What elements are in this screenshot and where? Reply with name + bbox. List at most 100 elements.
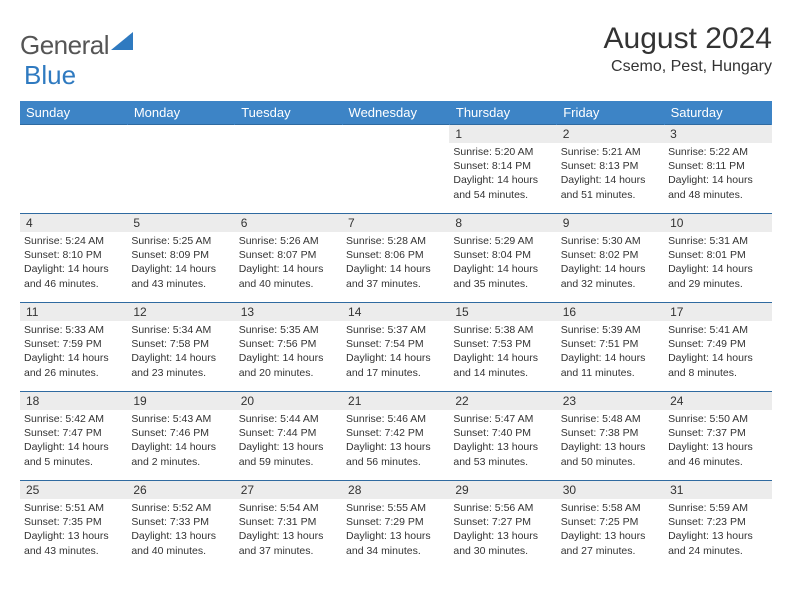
calendar-row: 25Sunrise: 5:51 AMSunset: 7:35 PMDayligh… xyxy=(20,481,772,570)
calendar-cell: 28Sunrise: 5:55 AMSunset: 7:29 PMDayligh… xyxy=(342,481,449,570)
calendar-cell: 23Sunrise: 5:48 AMSunset: 7:38 PMDayligh… xyxy=(557,392,664,481)
day-number: 4 xyxy=(20,214,127,232)
day-details: Sunrise: 5:37 AMSunset: 7:54 PMDaylight:… xyxy=(342,321,449,382)
day-details: Sunrise: 5:20 AMSunset: 8:14 PMDaylight:… xyxy=(449,143,556,204)
day-details: Sunrise: 5:56 AMSunset: 7:27 PMDaylight:… xyxy=(449,499,556,560)
day-number: 5 xyxy=(127,214,234,232)
col-sunday: Sunday xyxy=(20,101,127,125)
calendar-cell: 19Sunrise: 5:43 AMSunset: 7:46 PMDayligh… xyxy=(127,392,234,481)
day-number: 22 xyxy=(449,392,556,410)
day-details: Sunrise: 5:52 AMSunset: 7:33 PMDaylight:… xyxy=(127,499,234,560)
day-details: Sunrise: 5:51 AMSunset: 7:35 PMDaylight:… xyxy=(20,499,127,560)
day-number: 6 xyxy=(235,214,342,232)
calendar-cell: 9Sunrise: 5:30 AMSunset: 8:02 PMDaylight… xyxy=(557,214,664,303)
day-number: 7 xyxy=(342,214,449,232)
calendar-cell: 18Sunrise: 5:42 AMSunset: 7:47 PMDayligh… xyxy=(20,392,127,481)
day-number: 17 xyxy=(664,303,771,321)
calendar-row: 18Sunrise: 5:42 AMSunset: 7:47 PMDayligh… xyxy=(20,392,772,481)
day-number: 3 xyxy=(664,125,771,143)
calendar-body: ........1Sunrise: 5:20 AMSunset: 8:14 PM… xyxy=(20,125,772,570)
day-number: 29 xyxy=(449,481,556,499)
logo: General xyxy=(20,30,133,61)
day-details: Sunrise: 5:34 AMSunset: 7:58 PMDaylight:… xyxy=(127,321,234,382)
col-thursday: Thursday xyxy=(449,101,556,125)
calendar-cell: 29Sunrise: 5:56 AMSunset: 7:27 PMDayligh… xyxy=(449,481,556,570)
calendar-cell: 2Sunrise: 5:21 AMSunset: 8:13 PMDaylight… xyxy=(557,125,664,214)
day-details: Sunrise: 5:35 AMSunset: 7:56 PMDaylight:… xyxy=(235,321,342,382)
day-details: Sunrise: 5:48 AMSunset: 7:38 PMDaylight:… xyxy=(557,410,664,471)
day-details: Sunrise: 5:25 AMSunset: 8:09 PMDaylight:… xyxy=(127,232,234,293)
day-details: Sunrise: 5:59 AMSunset: 7:23 PMDaylight:… xyxy=(664,499,771,560)
day-number: 30 xyxy=(557,481,664,499)
calendar-cell: 11Sunrise: 5:33 AMSunset: 7:59 PMDayligh… xyxy=(20,303,127,392)
calendar-cell: 26Sunrise: 5:52 AMSunset: 7:33 PMDayligh… xyxy=(127,481,234,570)
calendar-cell: 21Sunrise: 5:46 AMSunset: 7:42 PMDayligh… xyxy=(342,392,449,481)
day-details: Sunrise: 5:28 AMSunset: 8:06 PMDaylight:… xyxy=(342,232,449,293)
day-details: Sunrise: 5:29 AMSunset: 8:04 PMDaylight:… xyxy=(449,232,556,293)
day-number: 24 xyxy=(664,392,771,410)
calendar-cell: 30Sunrise: 5:58 AMSunset: 7:25 PMDayligh… xyxy=(557,481,664,570)
col-wednesday: Wednesday xyxy=(342,101,449,125)
calendar-cell: .. xyxy=(127,125,234,214)
calendar-cell: 7Sunrise: 5:28 AMSunset: 8:06 PMDaylight… xyxy=(342,214,449,303)
calendar-cell: 5Sunrise: 5:25 AMSunset: 8:09 PMDaylight… xyxy=(127,214,234,303)
day-details: Sunrise: 5:47 AMSunset: 7:40 PMDaylight:… xyxy=(449,410,556,471)
day-number: 18 xyxy=(20,392,127,410)
calendar-cell: 1Sunrise: 5:20 AMSunset: 8:14 PMDaylight… xyxy=(449,125,556,214)
day-details: Sunrise: 5:43 AMSunset: 7:46 PMDaylight:… xyxy=(127,410,234,471)
day-details: Sunrise: 5:26 AMSunset: 8:07 PMDaylight:… xyxy=(235,232,342,293)
day-number: 13 xyxy=(235,303,342,321)
calendar-page: General August 2024 Csemo, Pest, Hungary… xyxy=(0,0,792,582)
calendar-cell: .. xyxy=(235,125,342,214)
day-number: 1 xyxy=(449,125,556,143)
col-friday: Friday xyxy=(557,101,664,125)
day-number: 10 xyxy=(664,214,771,232)
calendar-cell: 13Sunrise: 5:35 AMSunset: 7:56 PMDayligh… xyxy=(235,303,342,392)
calendar-header-row: Sunday Monday Tuesday Wednesday Thursday… xyxy=(20,101,772,125)
logo-text-general: General xyxy=(20,30,109,61)
day-number: 14 xyxy=(342,303,449,321)
col-tuesday: Tuesday xyxy=(235,101,342,125)
calendar-cell: 14Sunrise: 5:37 AMSunset: 7:54 PMDayligh… xyxy=(342,303,449,392)
day-number: 2 xyxy=(557,125,664,143)
location-text: Csemo, Pest, Hungary xyxy=(604,58,772,76)
day-details: Sunrise: 5:38 AMSunset: 7:53 PMDaylight:… xyxy=(449,321,556,382)
calendar-cell: 25Sunrise: 5:51 AMSunset: 7:35 PMDayligh… xyxy=(20,481,127,570)
title-block: August 2024 Csemo, Pest, Hungary xyxy=(604,22,772,76)
day-details: Sunrise: 5:22 AMSunset: 8:11 PMDaylight:… xyxy=(664,143,771,204)
day-number: 15 xyxy=(449,303,556,321)
calendar-cell: 8Sunrise: 5:29 AMSunset: 8:04 PMDaylight… xyxy=(449,214,556,303)
day-number: 9 xyxy=(557,214,664,232)
calendar-cell: 10Sunrise: 5:31 AMSunset: 8:01 PMDayligh… xyxy=(664,214,771,303)
day-details: Sunrise: 5:21 AMSunset: 8:13 PMDaylight:… xyxy=(557,143,664,204)
calendar-cell: 16Sunrise: 5:39 AMSunset: 7:51 PMDayligh… xyxy=(557,303,664,392)
day-number: 31 xyxy=(664,481,771,499)
calendar-row: 4Sunrise: 5:24 AMSunset: 8:10 PMDaylight… xyxy=(20,214,772,303)
calendar-cell: .. xyxy=(342,125,449,214)
month-title: August 2024 xyxy=(604,22,772,56)
calendar-cell: .. xyxy=(20,125,127,214)
calendar-cell: 12Sunrise: 5:34 AMSunset: 7:58 PMDayligh… xyxy=(127,303,234,392)
calendar-cell: 15Sunrise: 5:38 AMSunset: 7:53 PMDayligh… xyxy=(449,303,556,392)
logo-text-blue: Blue xyxy=(24,60,76,90)
day-number: 26 xyxy=(127,481,234,499)
day-number: 20 xyxy=(235,392,342,410)
col-saturday: Saturday xyxy=(664,101,771,125)
day-details: Sunrise: 5:41 AMSunset: 7:49 PMDaylight:… xyxy=(664,321,771,382)
day-details: Sunrise: 5:46 AMSunset: 7:42 PMDaylight:… xyxy=(342,410,449,471)
calendar-row: 11Sunrise: 5:33 AMSunset: 7:59 PMDayligh… xyxy=(20,303,772,392)
day-number: 21 xyxy=(342,392,449,410)
day-details: Sunrise: 5:44 AMSunset: 7:44 PMDaylight:… xyxy=(235,410,342,471)
day-details: Sunrise: 5:39 AMSunset: 7:51 PMDaylight:… xyxy=(557,321,664,382)
day-details: Sunrise: 5:30 AMSunset: 8:02 PMDaylight:… xyxy=(557,232,664,293)
day-number: 8 xyxy=(449,214,556,232)
day-details: Sunrise: 5:55 AMSunset: 7:29 PMDaylight:… xyxy=(342,499,449,560)
calendar-cell: 31Sunrise: 5:59 AMSunset: 7:23 PMDayligh… xyxy=(664,481,771,570)
logo-triangle-icon xyxy=(111,32,133,50)
day-number: 19 xyxy=(127,392,234,410)
day-number: 12 xyxy=(127,303,234,321)
calendar-row: ........1Sunrise: 5:20 AMSunset: 8:14 PM… xyxy=(20,125,772,214)
calendar-cell: 6Sunrise: 5:26 AMSunset: 8:07 PMDaylight… xyxy=(235,214,342,303)
day-number: 11 xyxy=(20,303,127,321)
day-details: Sunrise: 5:58 AMSunset: 7:25 PMDaylight:… xyxy=(557,499,664,560)
